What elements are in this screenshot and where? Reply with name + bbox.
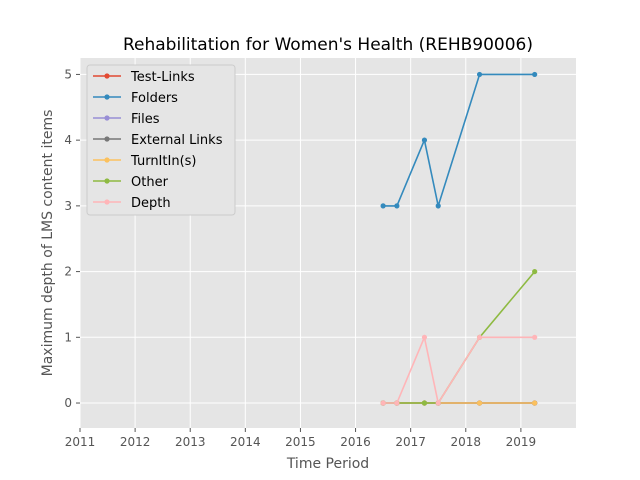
x-tick-label: 2019 xyxy=(506,435,537,449)
legend-label: Folders xyxy=(131,91,178,106)
legend-label: Other xyxy=(131,175,169,190)
legend-marker xyxy=(104,178,110,184)
x-tick-label: 2015 xyxy=(285,435,316,449)
legend-item: External Links xyxy=(93,133,223,148)
y-tick-label: 2 xyxy=(64,265,72,279)
data-point xyxy=(394,203,400,209)
data-point xyxy=(380,400,386,406)
legend: Test-Links Folders Files External Links Turn… xyxy=(86,64,236,216)
data-point xyxy=(421,334,428,340)
legend-item: Files xyxy=(93,112,160,127)
x-tick-label: 2011 xyxy=(65,435,96,449)
data-point xyxy=(532,334,538,340)
data-point xyxy=(435,203,441,209)
legend-item: Folders xyxy=(93,91,178,106)
legend-marker xyxy=(104,136,110,142)
series-depth xyxy=(380,334,538,406)
data-point xyxy=(421,137,428,143)
legend-marker xyxy=(104,115,110,121)
legend-marker xyxy=(104,73,110,79)
x-tick-label: 2017 xyxy=(395,435,426,449)
data-point xyxy=(476,400,483,406)
legend-label: TurnItIn(s) xyxy=(130,154,196,169)
tick-labels: 2011 2012 2013 2014 2015 2016 2017 2018 2019 0 1 2 3… xyxy=(64,67,536,449)
legend-item: Depth xyxy=(93,196,171,211)
chart-title: Rehabilitation for Women's Health (REHB9… xyxy=(123,35,533,55)
x-tick-label: 2014 xyxy=(230,435,261,449)
legend-item: Other xyxy=(93,175,169,190)
x-tick-label: 2018 xyxy=(451,435,482,449)
series-layer xyxy=(380,71,538,406)
data-point xyxy=(380,203,386,209)
data-point xyxy=(476,334,483,340)
y-tick-label: 5 xyxy=(64,67,72,81)
y-tick-label: 3 xyxy=(64,199,72,213)
data-point xyxy=(435,400,441,406)
series-folders xyxy=(380,71,538,210)
x-tick-label: 2013 xyxy=(175,435,206,449)
x-tick-label: 2016 xyxy=(340,435,371,449)
y-tick-label: 1 xyxy=(64,330,72,344)
legend-item: Test-Links xyxy=(93,70,195,85)
legend-marker xyxy=(104,157,110,163)
y-tick-label: 4 xyxy=(64,133,72,147)
legend-item: TurnItIn(s) xyxy=(93,154,196,169)
legend-marker xyxy=(104,94,110,100)
legend-box xyxy=(86,64,236,216)
legend-marker xyxy=(104,199,110,205)
x-tick-label: 2012 xyxy=(120,435,151,449)
x-axis-label: Time Period xyxy=(286,456,369,472)
data-point xyxy=(532,71,538,78)
legend-label: External Links xyxy=(131,133,223,148)
legend-label: Test-Links xyxy=(130,70,195,85)
y-tick-label: 0 xyxy=(64,396,72,410)
data-point xyxy=(532,400,538,406)
legend-label: Depth xyxy=(131,196,171,211)
legend-label: Files xyxy=(131,112,160,127)
data-point xyxy=(532,268,538,275)
data-point xyxy=(476,71,483,78)
data-point xyxy=(421,400,428,406)
data-point xyxy=(394,400,400,406)
y-axis-label: Maximum depth of LMS content items xyxy=(40,110,56,377)
